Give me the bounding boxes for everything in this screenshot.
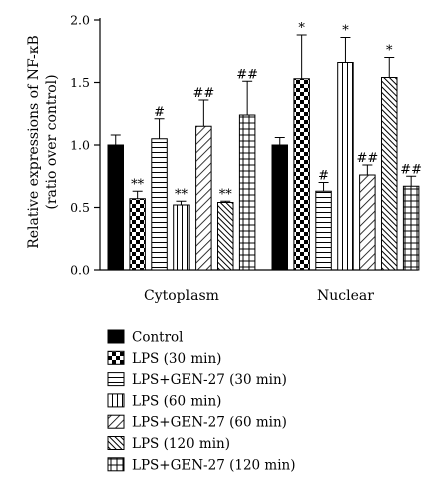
bar: [359, 174, 376, 271]
significance-label: **: [131, 177, 145, 192]
bar: [151, 138, 168, 271]
y-axis-label-line1: Relative expressions of NF-κB: [26, 35, 42, 249]
bars: ** # ** ## ** ## * # * ## * ##: [107, 21, 422, 271]
bar: [217, 202, 234, 271]
category-label: Cytoplasm: [144, 288, 219, 304]
legend-label: LPS+GEN-27 (120 min): [132, 457, 296, 473]
significance-label: *: [342, 24, 349, 39]
legend-swatch: [107, 350, 125, 365]
bar: [129, 198, 146, 271]
legend-swatch: [107, 457, 125, 472]
significance-label: ##: [236, 67, 258, 82]
bar: [238, 114, 256, 271]
significance-label: ##: [400, 162, 422, 177]
y-tick-label: 1.0: [70, 138, 90, 153]
y-tick-label: 0.5: [70, 200, 90, 215]
bar: [195, 125, 212, 271]
category-labels: Cytoplasm Nuclear: [144, 288, 374, 304]
legend-label: LPS+GEN-27 (30 min): [132, 372, 287, 388]
legend-label: LPS (30 min): [132, 351, 221, 367]
legend-label: LPS+GEN-27 (60 min): [132, 415, 287, 431]
legend-swatch: [107, 414, 125, 429]
bar: [107, 144, 124, 271]
y-tick-label: 2.0: [70, 13, 90, 28]
legend-swatch: [107, 372, 125, 387]
significance-label: ##: [192, 86, 214, 101]
significance-label: *: [298, 21, 305, 36]
legend-label: Control: [132, 330, 183, 346]
bar: [173, 204, 190, 271]
significance-label: #: [318, 169, 329, 184]
y-axis-title: Relative expressions of NF-κB (ratio ove…: [26, 35, 60, 249]
significance-label: **: [175, 187, 189, 202]
bar: [293, 78, 310, 271]
bar: [271, 144, 288, 271]
legend-swatch: [107, 436, 125, 450]
y-tick-label: 0.0: [70, 263, 90, 278]
legend-swatch: [107, 393, 125, 408]
significance-label: *: [386, 44, 393, 59]
bar: [402, 185, 420, 271]
significance-label: #: [154, 105, 165, 120]
category-label: Nuclear: [317, 288, 374, 304]
y-tick-label: 1.5: [70, 75, 90, 90]
significance-label: **: [219, 187, 233, 202]
legend-label: LPS (120 min): [132, 436, 230, 452]
y-axis-label-line2: (ratio over control): [44, 74, 60, 209]
bar: [315, 190, 332, 271]
legend-swatch: [107, 329, 125, 344]
legend: Control LPS (30 min) LPS+GEN-27 (30 min) LP…: [107, 329, 296, 473]
bar: [337, 62, 354, 271]
legend-label: LPS (60 min): [132, 393, 221, 409]
significance-label: ##: [356, 151, 378, 166]
bar: [381, 77, 398, 271]
